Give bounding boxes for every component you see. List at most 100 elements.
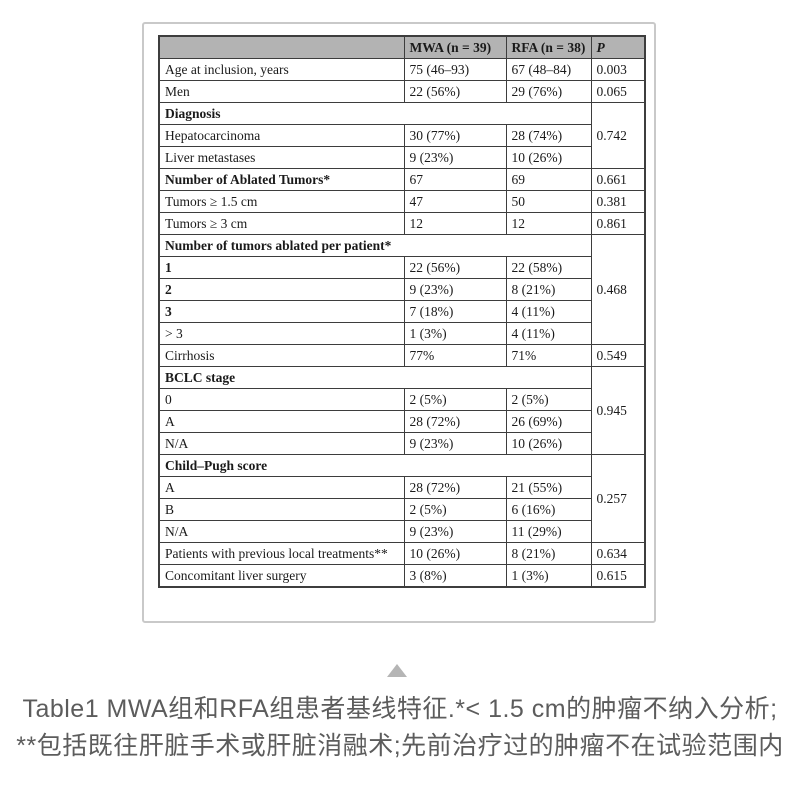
column-header: RFA (n = 38) (505, 35, 592, 59)
row-label: Patients with previous local treatments*… (158, 542, 405, 565)
rfa-value: 29 (76%) (505, 80, 592, 103)
p-value: 0.549 (590, 344, 646, 367)
table-row: Concomitant liver surgery 3 (8%) 1 (3%) 0.6… (158, 564, 646, 588)
mwa-value: 28 (72%) (403, 410, 507, 433)
figure-caption: Table1 MWA组和RFA组患者基线特征.*< 1.5 cm的肿瘤不纳入分析… (0, 691, 800, 765)
rfa-value: 4 (11%) (505, 300, 592, 323)
rfa-value: 21 (55%) (505, 476, 592, 499)
table-row: N/A 9 (23%) 10 (26%) (158, 432, 645, 455)
rfa-value: 4 (11%) (505, 322, 592, 345)
column-header: MWA (n = 39) (403, 35, 507, 59)
row-label: N/A (158, 432, 405, 455)
mwa-value: 9 (23%) (403, 146, 507, 169)
mwa-value: 77% (403, 344, 507, 367)
table-row: A 28 (72%) 21 (55%) (158, 476, 645, 499)
row-label: Hepatocarcinoma (158, 124, 405, 147)
table-row: Tumors ≥ 3 cm 12 12 0.861 (158, 212, 646, 235)
mwa-value: 67 (403, 168, 507, 191)
column-header (158, 35, 405, 59)
p-value: 0.381 (590, 190, 646, 213)
column-header: P (590, 35, 646, 59)
figure-frame: MWA (n = 39) RFA (n = 38) P Age at inclusi… (142, 22, 656, 623)
p-value: 0.257 (590, 454, 646, 543)
baseline-characteristics-table: MWA (n = 39) RFA (n = 38) P Age at inclusi… (158, 35, 646, 588)
rfa-value: 69 (505, 168, 592, 191)
mwa-value: 47 (403, 190, 507, 213)
row-label: N/A (158, 520, 405, 543)
row-label: Concomitant liver surgery (158, 564, 405, 588)
table-row: Cirrhosis 77% 71% 0.549 (158, 344, 646, 367)
table-row: Number of tumors ablated per patient* 0.4… (158, 234, 646, 345)
row-label: 2 (158, 278, 405, 301)
row-label: BCLC stage (158, 366, 592, 389)
row-label: Tumors ≥ 3 cm (158, 212, 405, 235)
p-value: 0.634 (590, 542, 646, 565)
rfa-value: 11 (29%) (505, 520, 592, 543)
rfa-value: 2 (5%) (505, 388, 592, 411)
row-label: 1 (158, 256, 405, 279)
table-header-row: MWA (n = 39) RFA (n = 38) P (158, 35, 646, 59)
rfa-value: 26 (69%) (505, 410, 592, 433)
p-value: 0.861 (590, 212, 646, 235)
mwa-value: 30 (77%) (403, 124, 507, 147)
row-label: 3 (158, 300, 405, 323)
table-body: Age at inclusion, years 75 (46–93) 67 (48–… (158, 58, 646, 588)
rfa-value: 22 (58%) (505, 256, 592, 279)
row-label: Diagnosis (158, 102, 592, 125)
rfa-value: 28 (74%) (505, 124, 592, 147)
mwa-value: 12 (403, 212, 507, 235)
caption-line-2: **包括既往肝脏手术或肝脏消融术;先前治疗过的肿瘤不在试验范围内 (16, 732, 784, 760)
rfa-value: 12 (505, 212, 592, 235)
p-value: 0.945 (590, 366, 646, 455)
caption-line-1: Table1 MWA组和RFA组患者基线特征.*< 1.5 cm的肿瘤不纳入分析… (22, 695, 778, 723)
row-label: A (158, 476, 405, 499)
row-label: Child–Pugh score (158, 454, 592, 477)
table-row: N/A 9 (23%) 11 (29%) (158, 520, 645, 543)
table-row: A 28 (72%) 26 (69%) (158, 410, 645, 433)
table-row: Number of Ablated Tumors* 67 69 0.661 (158, 168, 646, 191)
mwa-value: 3 (8%) (403, 564, 507, 588)
mwa-value: 22 (56%) (403, 80, 507, 103)
row-label: > 3 (158, 322, 405, 345)
table-row: Hepatocarcinoma 30 (77%) 28 (74%) (158, 124, 645, 147)
table-row: Diagnosis 0.742 (158, 102, 646, 169)
table-row: Patients with previous local treatments*… (158, 542, 646, 565)
row-label: Number of Ablated Tumors* (158, 168, 405, 191)
rfa-value: 8 (21%) (505, 542, 592, 565)
table-row: BCLC stage 0.945 (158, 366, 646, 455)
p-value: 0.065 (590, 80, 646, 103)
table-row: Child–Pugh score 0.257 (158, 454, 646, 543)
p-value: 0.742 (590, 102, 646, 169)
table-row: Men 22 (56%) 29 (76%) 0.065 (158, 80, 646, 103)
row-label: Men (158, 80, 405, 103)
mwa-value: 10 (26%) (403, 542, 507, 565)
mwa-value: 28 (72%) (403, 476, 507, 499)
row-label: A (158, 410, 405, 433)
rfa-value: 8 (21%) (505, 278, 592, 301)
mwa-value: 9 (23%) (403, 432, 507, 455)
collapse-triangle-icon (387, 664, 407, 677)
mwa-value: 75 (46–93) (403, 58, 507, 81)
table-row: Age at inclusion, years 75 (46–93) 67 (48–… (158, 58, 646, 81)
mwa-value: 9 (23%) (403, 278, 507, 301)
p-value: 0.615 (590, 564, 646, 588)
rfa-value: 50 (505, 190, 592, 213)
mwa-value: 9 (23%) (403, 520, 507, 543)
row-label: B (158, 498, 405, 521)
rfa-value: 10 (26%) (505, 146, 592, 169)
table-row: Tumors ≥ 1.5 cm 47 50 0.381 (158, 190, 646, 213)
row-label: 0 (158, 388, 405, 411)
rfa-value: 6 (16%) (505, 498, 592, 521)
mwa-value: 2 (5%) (403, 388, 507, 411)
row-label: Liver metastases (158, 146, 405, 169)
table-row: 1 22 (56%) 22 (58%) (158, 256, 645, 279)
table-row: Liver metastases 9 (23%) 10 (26%) (158, 146, 645, 169)
rfa-value: 67 (48–84) (505, 58, 592, 81)
rfa-value: 1 (3%) (505, 564, 592, 588)
mwa-value: 2 (5%) (403, 498, 507, 521)
